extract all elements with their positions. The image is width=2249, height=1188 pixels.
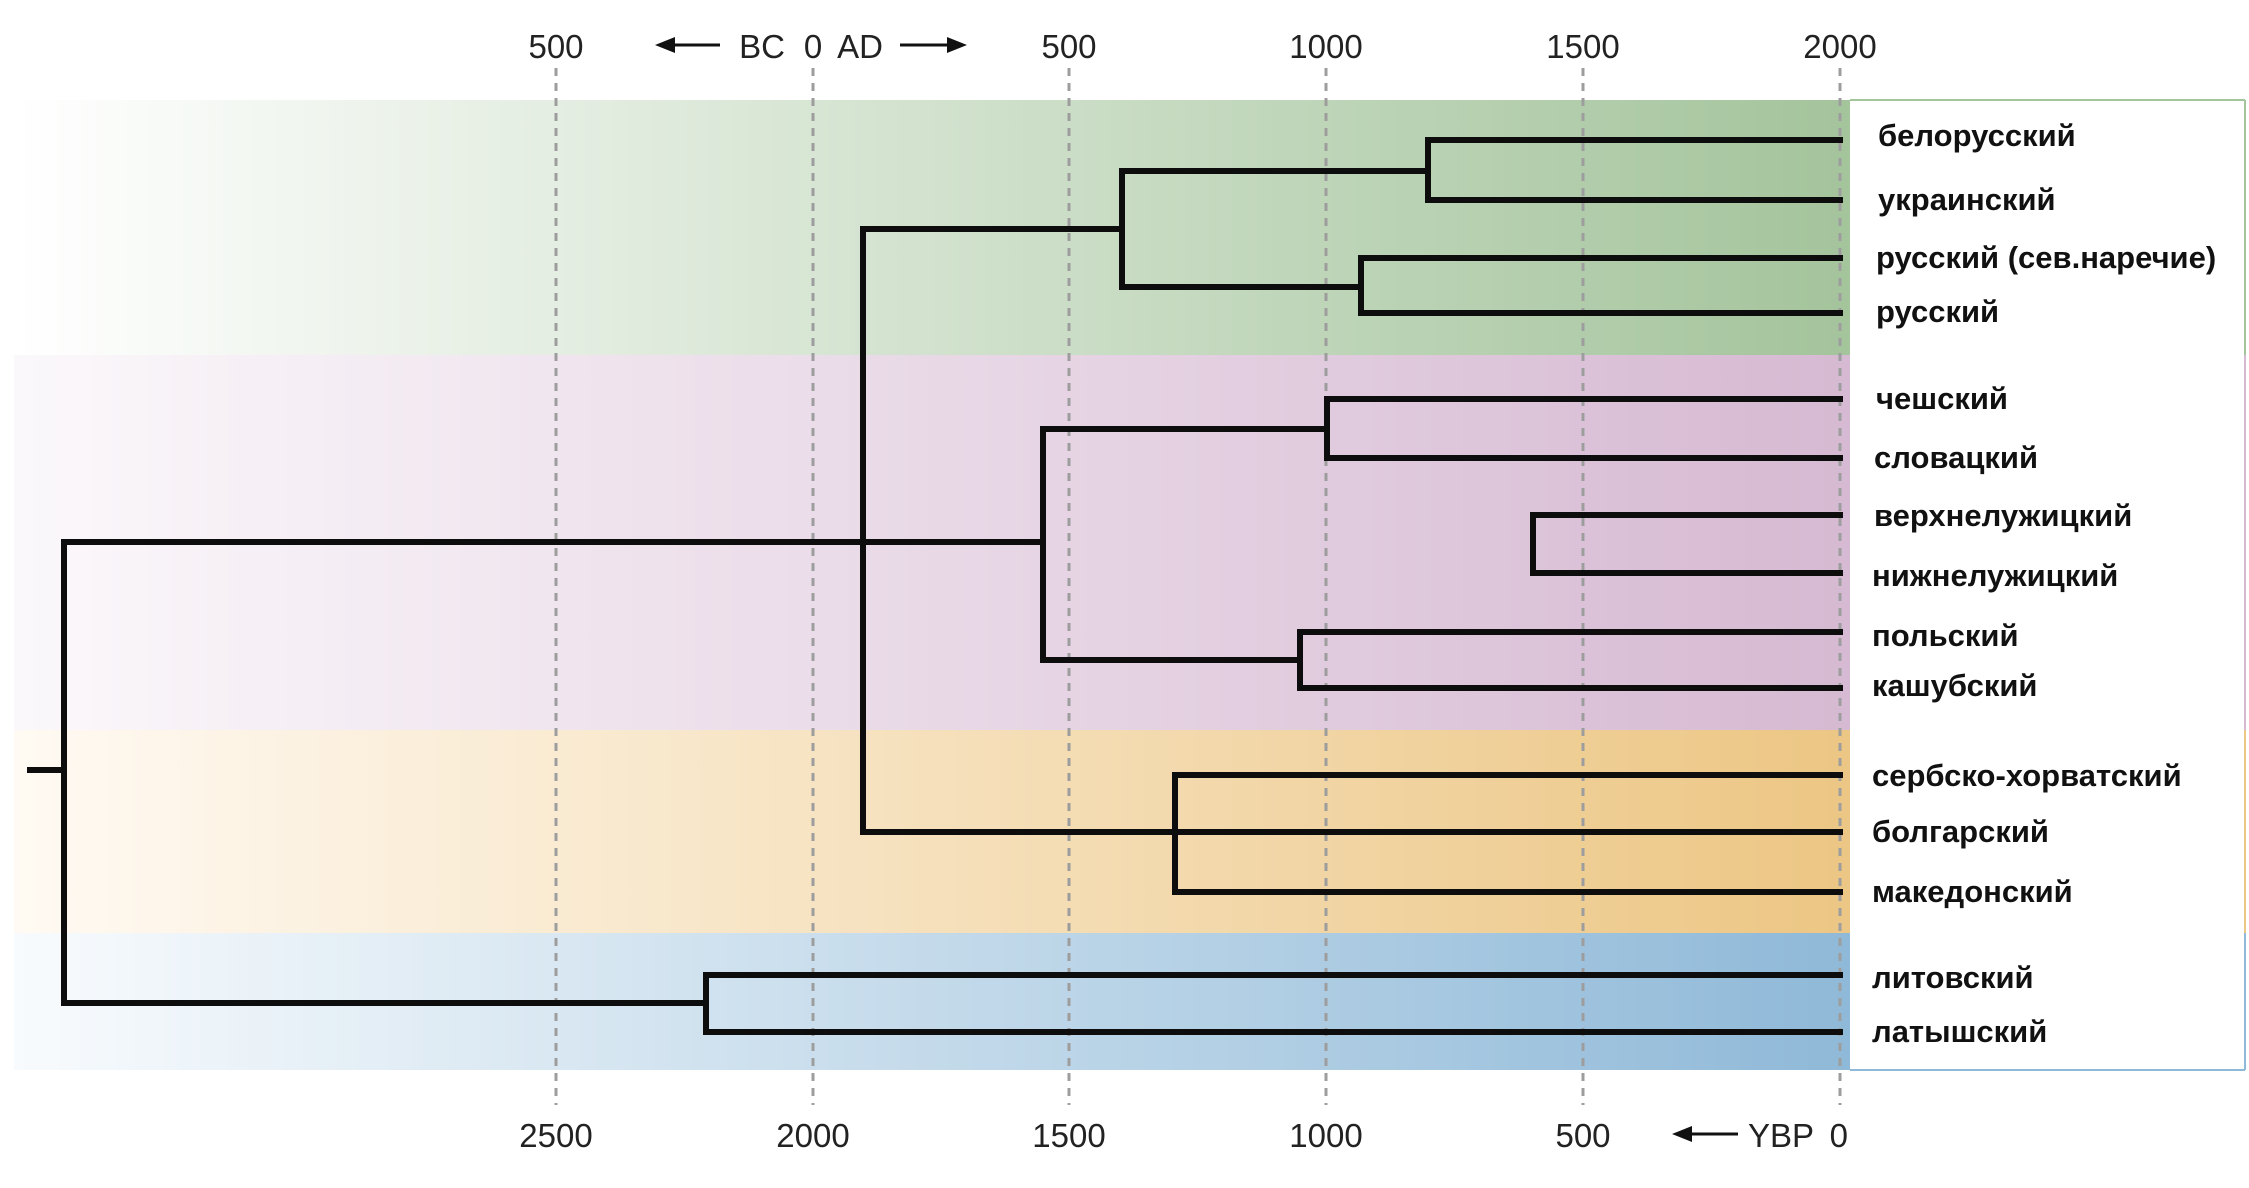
leaf-russian-north: русский (сев.наречие) <box>1876 240 2216 275</box>
bottom-tick-2000: 2000 <box>776 1117 849 1154</box>
bottom-axis: 2500 2000 1500 1000 500 YBP 0 <box>519 1117 1848 1154</box>
leaf-upper-sorbian: верхнелужицкий <box>1874 498 2132 533</box>
tree-branches <box>27 137 1843 1035</box>
bc-label: BC <box>739 28 785 65</box>
top-tick-1000: 1000 <box>1289 28 1362 65</box>
top-tick-500: 500 <box>1041 28 1096 65</box>
leaf-macedonian: македонский <box>1872 874 2073 909</box>
leaf-lower-sorbian: нижнелужицкий <box>1872 558 2118 593</box>
leaf-ukrainian: украинский <box>1878 182 2056 217</box>
leaf-russian: русский <box>1876 294 1999 329</box>
leaf-slovak: словацкий <box>1874 440 2038 475</box>
bottom-tick-2500: 2500 <box>519 1117 592 1154</box>
top-tick-2000: 2000 <box>1803 28 1876 65</box>
bottom-tick-0: 0 <box>1830 1117 1848 1154</box>
leaf-belarusian: белорусский <box>1878 118 2076 153</box>
top-tick-500bc: 500 <box>528 28 583 65</box>
leaf-labels: белорусский украинский русский (сев.наре… <box>1872 118 2216 1049</box>
leaf-czech: чешский <box>1876 381 2008 416</box>
gridlines <box>554 68 1842 1105</box>
leaf-bulgarian: болгарский <box>1872 814 2049 849</box>
bottom-tick-1500: 1500 <box>1032 1117 1105 1154</box>
leaf-lithuanian: литовский <box>1872 960 2034 995</box>
ad-label: AD <box>837 28 883 65</box>
bottom-tick-500: 500 <box>1555 1117 1610 1154</box>
bc-arrow-icon <box>655 37 720 53</box>
ybp-arrow-icon <box>1672 1126 1738 1142</box>
ad-arrow-icon <box>900 37 967 53</box>
bottom-tick-1000: 1000 <box>1289 1117 1362 1154</box>
top-axis: 500 BC 0 AD 500 1000 1500 2000 <box>528 28 1876 65</box>
leaf-serbo-croatian: сербско-хорватский <box>1872 758 2182 793</box>
leaf-kashubian: кашубский <box>1872 668 2037 703</box>
leaf-polish: польский <box>1872 618 2019 653</box>
ybp-label: YBP <box>1748 1117 1814 1154</box>
top-tick-1500: 1500 <box>1546 28 1619 65</box>
label-panel-border <box>1850 99 2246 1071</box>
top-tick-zero: 0 <box>804 28 822 65</box>
leaf-latvian: латышский <box>1872 1014 2047 1049</box>
